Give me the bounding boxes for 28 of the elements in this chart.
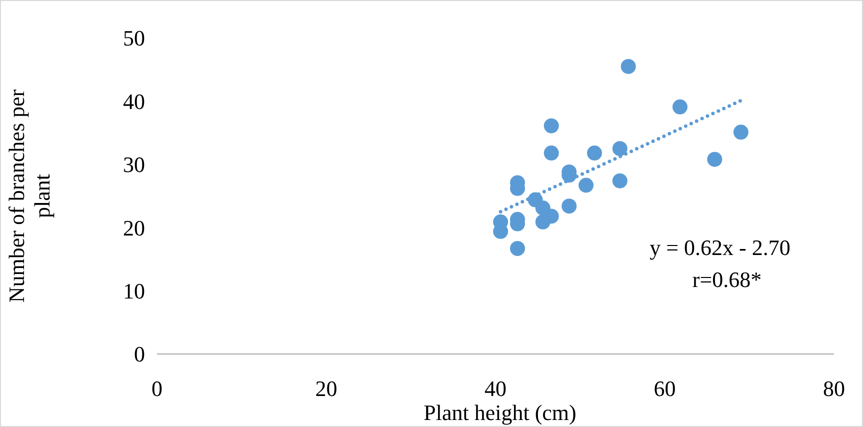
x-tick-label: 60 [654,376,676,401]
y-tick-label: 30 [123,152,145,178]
point [733,124,748,140]
y-tick-label: 0 [134,342,145,367]
point [612,173,628,188]
x-tick-label: 0 [152,376,162,401]
point [587,146,602,161]
point [510,240,526,256]
point [535,214,550,230]
x-tick-label: 40 [484,376,506,401]
x-axis-title: Plant height (cm) [424,400,576,425]
point [620,58,636,74]
x-tick-label: 20 [315,376,338,401]
point [544,146,559,161]
y-tick-label: 50 [123,26,145,51]
annotation: y = 0.62x - 2.70 [650,235,790,260]
point [544,118,559,134]
point [612,141,628,156]
point [672,99,688,114]
y-tick-label: 20 [123,215,145,240]
point [707,152,722,167]
y-axis-title: Number of branches per plant [4,88,54,303]
point [578,178,594,193]
y-tick-label: 40 [123,88,145,114]
annotation: r=0.68* [692,267,762,292]
y-tick-label: 10 [123,278,145,304]
point [562,198,577,214]
x-tick-label: 80 [823,376,845,401]
